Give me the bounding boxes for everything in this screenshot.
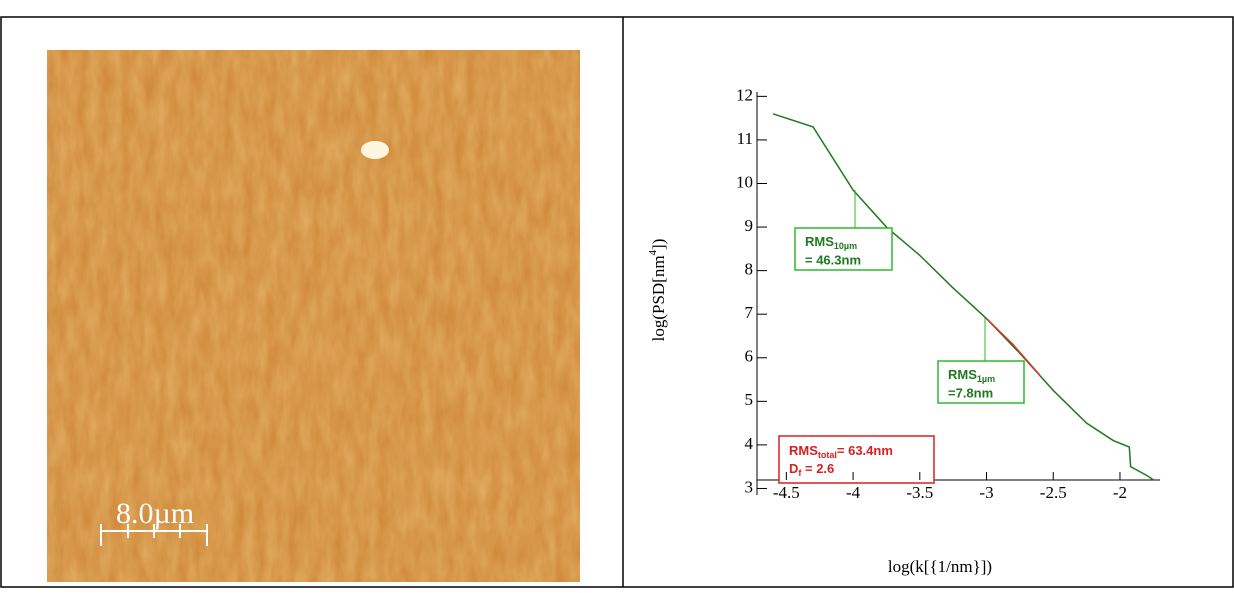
figure: 8.0µm log(k[{1/nm}]) log(PSD[nm4]) RMS10… bbox=[0, 0, 1234, 588]
ann-sub: 10µm bbox=[834, 241, 857, 251]
ann-rest: = 2.6 bbox=[801, 461, 834, 476]
x-tick-label: -4.5 bbox=[773, 483, 800, 502]
ann-main: RMS bbox=[948, 367, 977, 382]
y-tick-label: 11 bbox=[737, 129, 753, 148]
x-tick-label: -3 bbox=[979, 483, 993, 502]
y-tick-label: 12 bbox=[736, 85, 753, 104]
ann-rest: = 63.4nm bbox=[837, 443, 893, 458]
annotation: =7.8nm bbox=[948, 385, 993, 400]
y-tick-label: 7 bbox=[745, 303, 754, 322]
x-tick-label: -4 bbox=[846, 483, 861, 502]
x-axis-label: log(k[{1/nm}]) bbox=[888, 557, 992, 576]
y-tick-label: 3 bbox=[745, 477, 754, 496]
y-tick-label: 8 bbox=[745, 260, 754, 279]
x-tick-label: -2.5 bbox=[1040, 483, 1067, 502]
data-line bbox=[773, 114, 1153, 480]
y-tick-label: 9 bbox=[745, 216, 754, 235]
ann-main: RMS bbox=[789, 443, 818, 458]
y-label-end: ]) bbox=[649, 239, 668, 250]
x-tick-label: -2 bbox=[1113, 483, 1127, 502]
y-label-main: log(PSD[nm bbox=[649, 255, 668, 341]
ann-main: RMS bbox=[805, 234, 834, 249]
x-tick-label: -3.5 bbox=[906, 483, 933, 502]
ann-main: D bbox=[789, 461, 798, 476]
ann-sub: 1µm bbox=[977, 374, 995, 384]
figure-canvas: 8.0µm log(k[{1/nm}]) log(PSD[nm4]) RMS10… bbox=[0, 0, 1234, 588]
y-tick-label: 4 bbox=[745, 434, 754, 453]
afm-feature bbox=[361, 141, 389, 159]
y-tick-label: 5 bbox=[745, 390, 754, 409]
annotation: RMStotal= 63.4nm bbox=[789, 443, 893, 460]
y-tick-label: 6 bbox=[745, 347, 754, 366]
annotation: = 46.3nm bbox=[805, 252, 861, 267]
y-axis-label: log(PSD[nm4]) bbox=[647, 239, 668, 342]
ann-sub: total bbox=[818, 450, 837, 460]
y-tick-label: 10 bbox=[736, 172, 753, 191]
annotation: Df = 2.6 bbox=[789, 461, 834, 478]
